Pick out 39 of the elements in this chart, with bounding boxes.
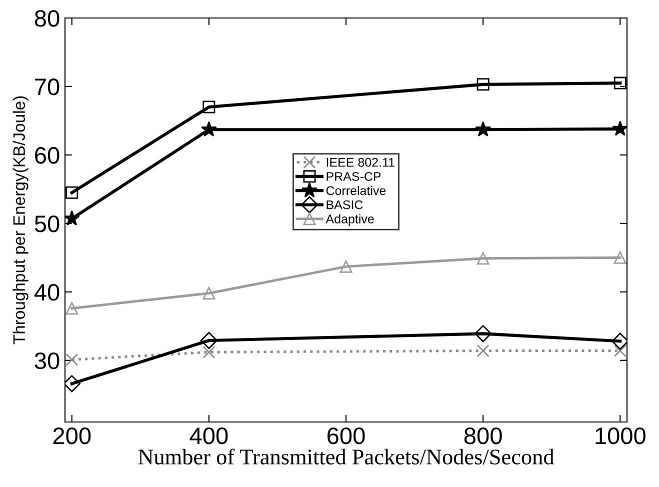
point [614, 76, 626, 90]
y-tick-label: 40 [34, 284, 60, 301]
legend-label: PRAS-CP [326, 172, 381, 181]
point [66, 302, 78, 315]
point [340, 260, 352, 273]
point [476, 78, 490, 91]
legend-label: Correlative [326, 186, 386, 196]
y-tick-label: 30 [34, 352, 60, 370]
point [612, 120, 627, 136]
point [200, 332, 218, 350]
x-tick-label: 400 [190, 427, 228, 444]
point [476, 344, 490, 358]
point [202, 100, 216, 114]
point [475, 121, 492, 136]
x-tick-label: 200 [53, 427, 91, 444]
point [612, 332, 627, 350]
legend-label: Adaptive [326, 214, 374, 226]
point [65, 210, 80, 226]
legend-label: BASIC [326, 200, 363, 210]
y-tick-label: 60 [35, 147, 60, 164]
x-tick-label: 600 [328, 427, 365, 444]
y-tick-label: 80 [34, 10, 60, 27]
point [476, 252, 490, 265]
point [202, 346, 216, 358]
x-axis-title: Number of Transmitted Packets/Nodes/Second [138, 448, 554, 465]
legend-label: IEEE 802.11 [326, 158, 394, 167]
point [474, 325, 492, 342]
y-tick-label: 50 [34, 215, 60, 232]
y-tick-label: 70 [35, 78, 60, 96]
point [65, 375, 80, 392]
point [66, 186, 78, 199]
point [614, 344, 626, 358]
point [66, 353, 78, 366]
point [202, 287, 216, 300]
point [614, 251, 626, 264]
y-axis-title: Throughput per Energy(KB/Joule) [12, 96, 28, 344]
x-tick-label: 800 [464, 427, 502, 444]
point [200, 121, 217, 136]
x-tick-label: 1000 [596, 427, 646, 444]
